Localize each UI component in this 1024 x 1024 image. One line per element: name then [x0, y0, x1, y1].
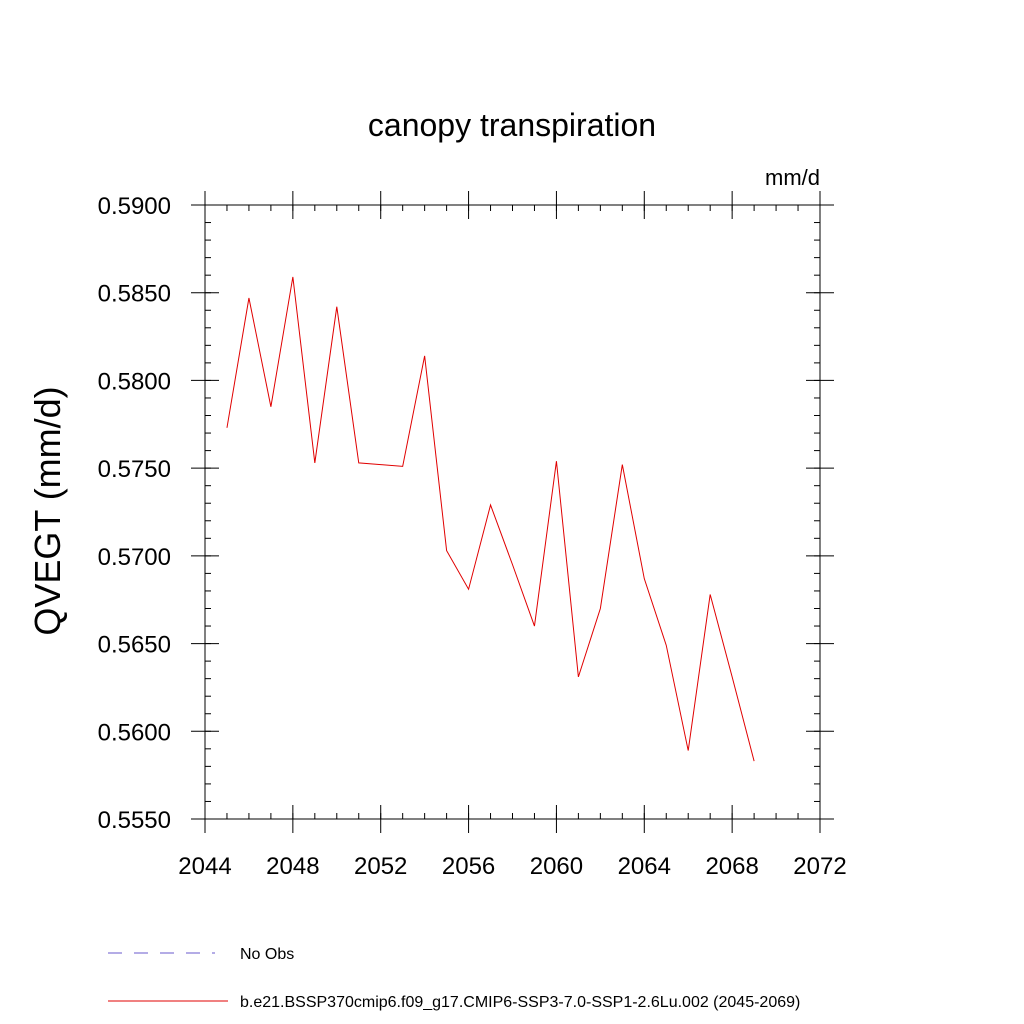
- y-tick-label: 0.5550: [98, 807, 171, 834]
- chart-title: canopy transpiration: [368, 107, 656, 143]
- x-tick-label: 2048: [266, 853, 319, 880]
- x-tick-label: 2068: [705, 853, 758, 880]
- y-tick-label: 0.5650: [98, 632, 171, 659]
- x-tick-label: 2056: [442, 853, 495, 880]
- x-tick-label: 2044: [178, 853, 231, 880]
- legend-label-no-obs: No Obs: [240, 946, 294, 963]
- y-tick-label: 0.5900: [98, 193, 171, 220]
- legend-label-model: b.e21.BSSP370cmip6.f09_g17.CMIP6-SSP3-7.…: [240, 994, 800, 1011]
- y-axis-label: QVEGT (mm/d): [27, 386, 68, 635]
- x-axis-ticks: 2044 2048 2052 2056 2060 2064 2068 2072: [178, 191, 847, 880]
- x-tick-label: 2052: [354, 853, 407, 880]
- y-tick-label: 0.5850: [98, 281, 171, 308]
- y-axis-ticks: 0.5550 0.5600 0.5650 0.5700 0.5750 0.5800 0.58…: [98, 193, 834, 834]
- y-tick-label: 0.5600: [98, 719, 171, 746]
- series-layer: [226, 276, 755, 762]
- y-tick-label: 0.5750: [98, 456, 171, 483]
- legend: No Obs b.e21.BSSP370cmip6.f09_g17.CMIP6-…: [108, 946, 800, 1011]
- series-line: [226, 276, 755, 762]
- x-tick-label: 2060: [530, 853, 583, 880]
- plot-frame: [204, 204, 821, 820]
- y-tick-label: 0.5800: [98, 368, 171, 395]
- x-tick-label: 2064: [618, 853, 671, 880]
- y-tick-label: 0.5700: [98, 544, 171, 571]
- x-tick-label: 2072: [793, 853, 846, 880]
- units-label: mm/d: [765, 165, 820, 190]
